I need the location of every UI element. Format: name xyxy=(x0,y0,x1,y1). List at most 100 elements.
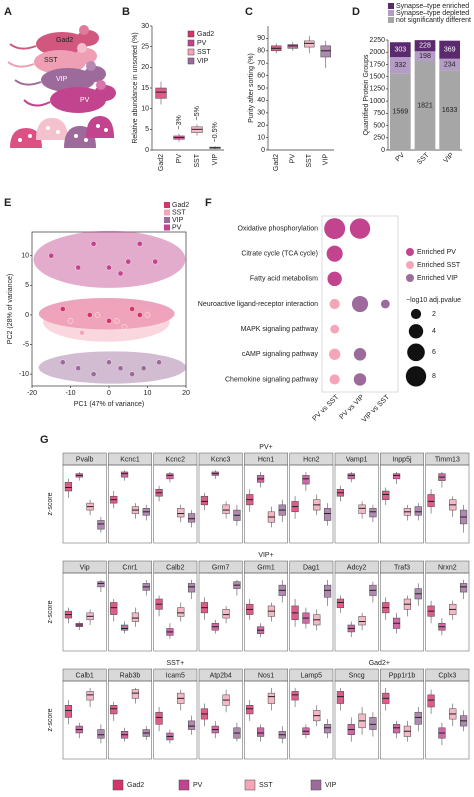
panel-frame xyxy=(244,680,288,760)
point xyxy=(48,252,55,259)
gene-label: Calb2 xyxy=(166,564,184,571)
x-tick-label: PV xyxy=(176,154,183,164)
mouse-pv xyxy=(23,80,116,113)
box xyxy=(246,705,254,715)
point xyxy=(113,318,120,324)
mouse-ear xyxy=(77,43,87,53)
panel-frame xyxy=(244,464,288,544)
legend-swatch xyxy=(187,39,195,47)
value-label: 369 xyxy=(444,47,456,54)
dot xyxy=(330,324,340,334)
value-label: 332 xyxy=(394,62,406,69)
x-tick-label: Gad2 xyxy=(158,154,165,171)
y-tick-label: 30 xyxy=(257,110,265,117)
legend-swatch xyxy=(164,224,170,231)
panel-frame xyxy=(198,572,243,652)
box xyxy=(222,609,230,619)
x-tick-label: -20 xyxy=(27,390,37,397)
y-tick-label: 80 xyxy=(257,48,265,55)
box xyxy=(414,506,422,516)
box xyxy=(382,490,390,500)
y-tick-label: 0 xyxy=(261,147,265,154)
value-label: 1633 xyxy=(442,107,458,114)
gene-label: Lamp5 xyxy=(301,672,323,679)
panel-frame xyxy=(108,680,152,760)
box xyxy=(110,602,118,615)
box xyxy=(97,520,105,530)
dot xyxy=(380,299,390,309)
y-tick-label: 2250 xyxy=(369,37,385,44)
y-tick-label: 5 xyxy=(25,282,29,289)
box xyxy=(291,691,299,701)
box xyxy=(304,40,315,48)
legend-swatch xyxy=(187,57,195,65)
panel-frame xyxy=(289,572,334,652)
size-legend-dot xyxy=(405,366,427,387)
y-tick-label: -5 xyxy=(23,341,29,348)
y-tick-label: -10 xyxy=(19,371,29,378)
panel-frame xyxy=(425,680,470,760)
dot xyxy=(351,295,369,313)
box xyxy=(347,473,355,480)
gene-label: Grm1 xyxy=(257,564,275,571)
bar-segment xyxy=(389,73,411,150)
gene-label: Atp2b4 xyxy=(210,672,232,679)
panel-frame xyxy=(334,464,379,544)
y-tick-label: 1250 xyxy=(369,86,385,93)
y-tick-label: 10 xyxy=(21,253,29,260)
gene-label: Inpp5j xyxy=(392,456,412,463)
group-ellipse xyxy=(33,230,186,288)
box xyxy=(358,504,366,514)
y-axis-label: Quantified Protein Groups xyxy=(363,54,370,135)
y-axis-label: z-score xyxy=(47,600,54,623)
point xyxy=(106,359,112,366)
panel-letter: E xyxy=(4,197,11,209)
mouse-body xyxy=(36,32,88,56)
gene-label: Rab3b xyxy=(120,672,141,679)
group-title: SST+ xyxy=(166,660,184,667)
box xyxy=(323,508,332,521)
mouse-tail xyxy=(23,99,51,107)
box xyxy=(336,598,345,608)
cell-dot xyxy=(74,134,78,138)
box xyxy=(320,45,331,58)
box xyxy=(287,44,298,49)
legend-swatch xyxy=(406,248,414,256)
point xyxy=(156,359,162,366)
cell-dome xyxy=(86,116,114,138)
plot-frame xyxy=(321,215,399,393)
legend-label: SST xyxy=(259,782,273,789)
point xyxy=(90,371,97,377)
gene-label: Vip xyxy=(80,564,90,571)
panel-frame xyxy=(289,680,334,760)
y-tick-label: 20 xyxy=(141,64,149,71)
y-axis-label: Purity after sorting (%) xyxy=(248,53,255,123)
value-label: 228 xyxy=(419,43,431,50)
box xyxy=(131,689,140,699)
panel-a: A Gad2 SST VIP PV xyxy=(4,6,116,148)
panel-frame xyxy=(62,680,107,760)
bar-segment xyxy=(414,40,436,52)
row-label: Neuroactive ligand-receptor interaction xyxy=(198,301,318,308)
dot xyxy=(329,374,340,385)
row-label: MAPK signaling pathway xyxy=(241,326,319,333)
x-tick-label: Gad2 xyxy=(273,154,280,171)
box xyxy=(86,691,94,701)
gene-label: Kcnc2 xyxy=(166,456,186,463)
mouse-tail xyxy=(7,61,35,68)
legend-label: Gad2 xyxy=(172,202,189,209)
mouse-tail xyxy=(14,79,42,86)
x-tick-label: 20 xyxy=(182,390,190,397)
y-tick-label: 10 xyxy=(257,134,265,141)
x-tick-label: VIP xyxy=(212,154,219,166)
x-tick-label: -10 xyxy=(65,390,75,397)
legend-swatch xyxy=(112,779,124,791)
panel-frame xyxy=(380,464,424,544)
point xyxy=(136,241,143,247)
panel-frame xyxy=(380,680,424,760)
point xyxy=(60,306,66,312)
box xyxy=(323,584,332,598)
dot xyxy=(324,218,346,240)
cell-dot xyxy=(46,126,50,130)
